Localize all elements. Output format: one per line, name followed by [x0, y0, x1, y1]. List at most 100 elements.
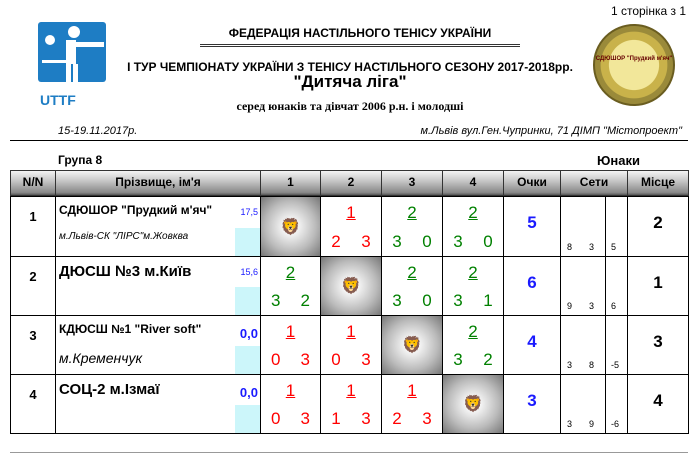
rating-highlight: [235, 287, 260, 315]
rating-highlight: [235, 405, 260, 433]
row-number-cell: 2: [10, 256, 56, 316]
sets-against: 3: [361, 350, 371, 369]
header-points: Очки: [503, 170, 561, 196]
match-score: 2: [407, 203, 417, 222]
rating-highlight: [235, 228, 260, 256]
sets-for: 3: [453, 291, 463, 310]
sets-for: 0: [331, 350, 341, 369]
page-counter: 1 сторінка з 1: [610, 4, 686, 18]
team-rating: 15,6: [240, 267, 258, 277]
sets-against: 0: [483, 232, 493, 251]
header-sets: Сети: [560, 170, 628, 196]
sets-against: 1: [483, 291, 493, 310]
sets-against: 3: [300, 409, 310, 428]
sets-won: 3: [567, 419, 573, 429]
points: 3: [527, 391, 537, 410]
team-name: СОЦ-2 м.Ізмаї: [59, 381, 160, 398]
sets-diff: -5: [611, 360, 620, 370]
event-date: 15-19.11.2017р.: [58, 125, 138, 137]
sets-for: 3: [392, 232, 402, 251]
club-seal: СДЮШОР "Прудкий м'яч": [593, 24, 675, 106]
divider: [200, 46, 520, 47]
logo-text: UTTF: [40, 92, 76, 108]
diagonal-cell: 🦁: [260, 196, 321, 257]
points-cell: 4: [503, 315, 561, 375]
header-3: 3: [381, 170, 443, 196]
championship-title: І ТУР ЧЕМПІОНАТУ УКРАЇНИ З ТЕНІСУ НАСТІЛ…: [127, 60, 573, 74]
match-score: 2: [407, 263, 417, 282]
sets-against: 2: [300, 291, 310, 310]
diagonal-cell: 🦁: [442, 374, 504, 434]
team-cell: СОЦ-2 м.Ізмаї 0,0: [55, 374, 261, 434]
place: 1: [653, 273, 663, 292]
header-name: Прізвище, ім'я: [55, 170, 261, 196]
diagonal-cell: 🦁: [320, 256, 382, 316]
team-name: ДЮСШ №3 м.Київ: [59, 263, 192, 280]
row-number-cell: 1: [10, 196, 56, 257]
place: 4: [653, 391, 663, 410]
points-cell: 3: [503, 374, 561, 434]
sets-for: 3: [271, 291, 281, 310]
sets-for: 1: [331, 409, 341, 428]
place: 2: [653, 213, 663, 232]
team-rating: 0,0: [239, 326, 258, 341]
uttf-logo: [38, 22, 106, 82]
match-score: 2: [468, 203, 478, 222]
row-number: 3: [29, 328, 37, 343]
points-cell: 5: [503, 196, 561, 257]
sets-diff: 6: [611, 301, 617, 311]
table-tennis-player-icon: [42, 26, 104, 82]
seal-text: СДЮШОР "Прудкий м'яч": [595, 56, 673, 62]
team-cell: КДЮСШ №1 "River soft" м.Кременчук 0,0: [55, 315, 261, 375]
lion-mascot-icon: 🦁: [402, 337, 422, 354]
diagonal-cell: 🦁: [381, 315, 443, 375]
header-1: 1: [260, 170, 321, 196]
sets-against: 3: [361, 232, 371, 251]
sets-against: 3: [422, 409, 432, 428]
match-score: 1: [285, 322, 296, 341]
sets-diff-cell: -6: [605, 374, 628, 434]
category-subtitle: серед юнаків та дівчат 2006 р.н. і молод…: [236, 99, 464, 113]
sets-lost: 3: [589, 301, 595, 311]
points: 6: [527, 273, 537, 292]
sets-won: 8: [567, 242, 573, 252]
sets-against: 0: [422, 232, 432, 251]
sets-against: 3: [361, 409, 371, 428]
sets-against: 0: [422, 291, 432, 310]
sets-for: 3: [453, 232, 463, 251]
row-number-cell: 3: [10, 315, 56, 375]
sets-for: 2: [331, 232, 341, 251]
divider: [10, 140, 688, 141]
match-score: 1: [407, 381, 417, 400]
sets-diff-cell: 6: [605, 256, 628, 316]
sets-for: 0: [271, 409, 281, 428]
points: 5: [527, 213, 537, 232]
match-score: 1: [346, 381, 356, 400]
place-cell: 4: [627, 374, 689, 434]
sets-won: 3: [567, 360, 573, 370]
sets-lost: 9: [589, 419, 595, 429]
match-score: 2: [285, 263, 296, 282]
sets-against: 3: [300, 350, 310, 369]
team-rating: 0,0: [239, 385, 258, 400]
header-nn: N/N: [10, 170, 56, 196]
points: 4: [527, 332, 537, 351]
team-cell: СДЮШОР "Прудкий м'яч" м.Львів-СК "ЛІРС"м.…: [55, 196, 261, 257]
row-number: 1: [29, 209, 37, 224]
